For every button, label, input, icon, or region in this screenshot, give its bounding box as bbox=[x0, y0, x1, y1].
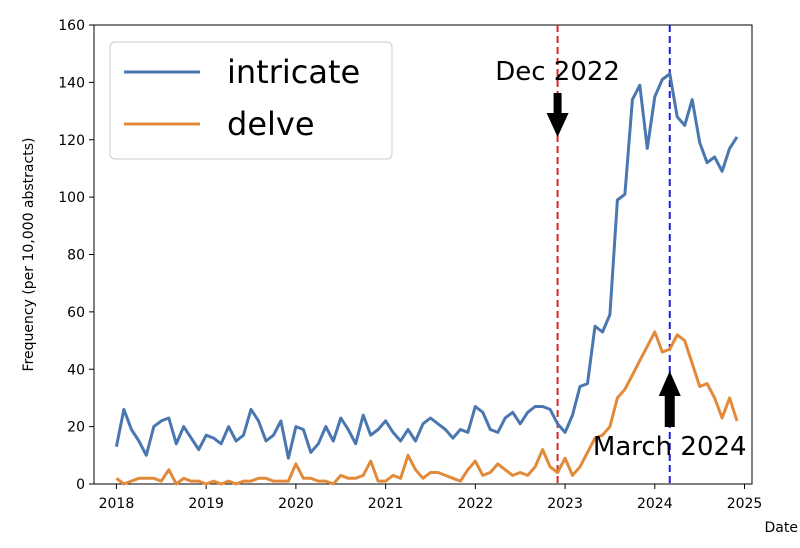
x-tick-label: 2020 bbox=[278, 496, 314, 512]
y-tick-label: 40 bbox=[67, 362, 85, 378]
annotation-label: Dec 2022 bbox=[495, 57, 620, 87]
legend-label: delve bbox=[227, 105, 315, 143]
x-tick-label: 2025 bbox=[727, 496, 763, 512]
arrow-up-icon bbox=[658, 371, 681, 396]
series-line-intricate bbox=[114, 72, 739, 460]
x-tick-label: 2021 bbox=[368, 496, 404, 512]
arrow-down-icon bbox=[553, 93, 562, 115]
y-tick-label: 60 bbox=[67, 305, 85, 321]
x-tick-label: 2024 bbox=[637, 496, 673, 512]
y-tick-label: 120 bbox=[58, 133, 85, 149]
x-tick-label: 2019 bbox=[188, 496, 224, 512]
x-tick-label: 2018 bbox=[99, 496, 135, 512]
axes: 0 20 40 60 80 100 120 140 160 2018 2019 2020 2021 202… bbox=[21, 18, 798, 536]
y-tick-label: 20 bbox=[67, 420, 85, 436]
y-tick-label: 160 bbox=[58, 18, 85, 34]
x-tick-label: 2022 bbox=[458, 496, 494, 512]
annotation-label: March 2024 bbox=[593, 432, 747, 462]
y-axis-label: Frequency (per 10,000 abstracts) bbox=[21, 138, 37, 372]
series-lines bbox=[114, 72, 739, 486]
y-tick-label: 140 bbox=[58, 75, 85, 91]
series-line-delve bbox=[115, 330, 739, 486]
arrow-up-icon bbox=[664, 394, 675, 427]
x-axis-label: Date bbox=[765, 520, 798, 536]
x-tick-label: 2023 bbox=[547, 496, 583, 512]
y-tick-label: 0 bbox=[76, 477, 85, 493]
y-tick-label: 80 bbox=[67, 248, 85, 264]
legend-label: intricate bbox=[227, 53, 360, 91]
y-tick-label: 100 bbox=[58, 190, 85, 206]
legend: intricate delve bbox=[109, 41, 393, 160]
arrow-down-icon bbox=[546, 113, 569, 137]
annotations: Dec 2022 March 2024 bbox=[495, 57, 746, 462]
